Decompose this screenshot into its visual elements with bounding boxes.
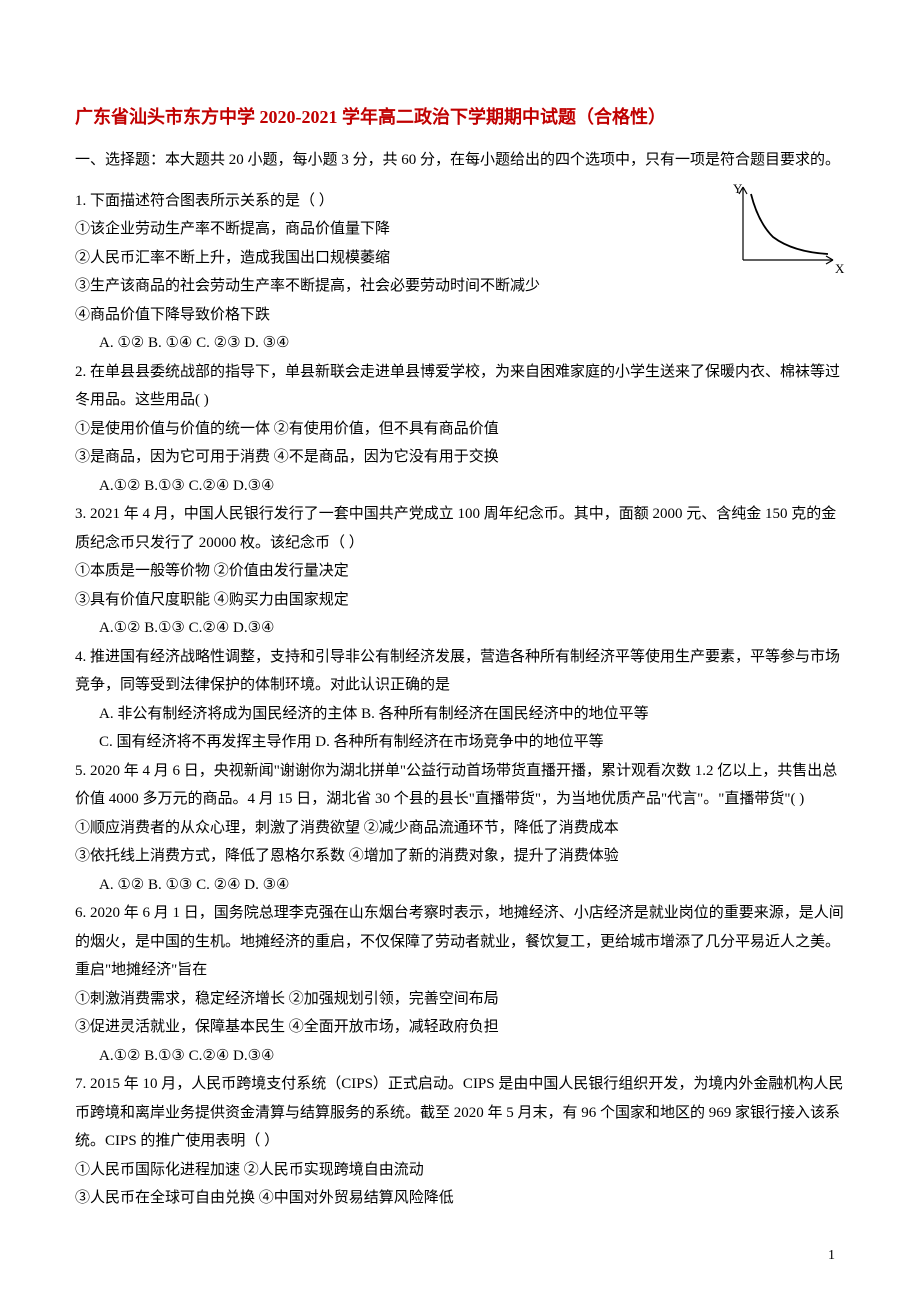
- q7-statement-1: ①人民币国际化进程加速 ②人民币实现跨境自由流动: [75, 1156, 845, 1185]
- q1-stem: 1. 下面描述符合图表所示关系的是（ ）: [75, 187, 845, 216]
- q6-options: A.①② B.①③ C.②④ D.③④: [75, 1042, 845, 1071]
- q3-stem: 3. 2021 年 4 月，中国人民银行发行了一套中国共产党成立 100 周年纪…: [75, 500, 845, 557]
- q2-statement-2: ③是商品，因为它可用于消费 ④不是商品，因为它没有用于交换: [75, 443, 845, 472]
- q2-options: A.①② B.①③ C.②④ D.③④: [75, 472, 845, 501]
- q1-statement-2: ②人民币汇率不断上升，造成我国出口规模萎缩: [75, 244, 845, 273]
- q5-options: A. ①② B. ①③ C. ②④ D. ③④: [75, 871, 845, 900]
- q4-option-cd: C. 国有经济将不再发挥主导作用 D. 各种所有制经济在市场竞争中的地位平等: [75, 728, 845, 757]
- q5-statement-2: ③依托线上消费方式，降低了恩格尔系数 ④增加了新的消费对象，提升了消费体验: [75, 842, 845, 871]
- q5-stem: 5. 2020 年 4 月 6 日，央视新闻"谢谢你为湖北拼单"公益行动首场带货…: [75, 757, 845, 814]
- q3-statement-2: ③具有价值尺度职能 ④购买力由国家规定: [75, 586, 845, 615]
- q2-statement-1: ①是使用价值与价值的统一体 ②有使用价值，但不具有商品价值: [75, 415, 845, 444]
- q7-stem: 7. 2015 年 10 月，人民币跨境支付系统（CIPS）正式启动。CIPS …: [75, 1070, 845, 1156]
- q3-statement-1: ①本质是一般等价物 ②价值由发行量决定: [75, 557, 845, 586]
- section-instructions: 一、选择题：本大题共 20 小题，每小题 3 分，共 60 分，在每小题给出的四…: [75, 146, 845, 175]
- q2-stem: 2. 在单县县委统战部的指导下，单县新联会走进单县博爱学校，为来自困难家庭的小学…: [75, 358, 845, 415]
- q3-options: A.①② B.①③ C.②④ D.③④: [75, 614, 845, 643]
- q4-stem: 4. 推进国有经济战略性调整，支持和引导非公有制经济发展，营造各种所有制经济平等…: [75, 643, 845, 700]
- exam-title: 广东省汕头市东方中学 2020-2021 学年高二政治下学期期中试题（合格性）: [75, 100, 845, 134]
- q4-option-ab: A. 非公有制经济将成为国民经济的主体 B. 各种所有制经济在国民经济中的地位平…: [75, 700, 845, 729]
- q6-stem: 6. 2020 年 6 月 1 日，国务院总理李克强在山东烟台考察时表示，地摊经…: [75, 899, 845, 985]
- q7-statement-2: ③人民币在全球可自由兑换 ④中国对外贸易结算风险降低: [75, 1184, 845, 1213]
- q1-options: A. ①② B. ①④ C. ②③ D. ③④: [75, 329, 845, 358]
- q1-statement-1: ①该企业劳动生产率不断提高，商品价值量下降: [75, 215, 845, 244]
- q1-statement-3: ③生产该商品的社会劳动生产率不断提高，社会必要劳动时间不断减少: [75, 272, 845, 301]
- q1-statement-4: ④商品价值下降导致价格下跌: [75, 301, 845, 330]
- page-number: 1: [75, 1243, 845, 1270]
- q6-statement-1: ①刺激消费需求，稳定经济增长 ②加强规划引领，完善空间布局: [75, 985, 845, 1014]
- q6-statement-2: ③促进灵活就业，保障基本民生 ④全面开放市场，减轻政府负担: [75, 1013, 845, 1042]
- q5-statement-1: ①顺应消费者的从众心理，刺激了消费欲望 ②减少商品流通环节，降低了消费成本: [75, 814, 845, 843]
